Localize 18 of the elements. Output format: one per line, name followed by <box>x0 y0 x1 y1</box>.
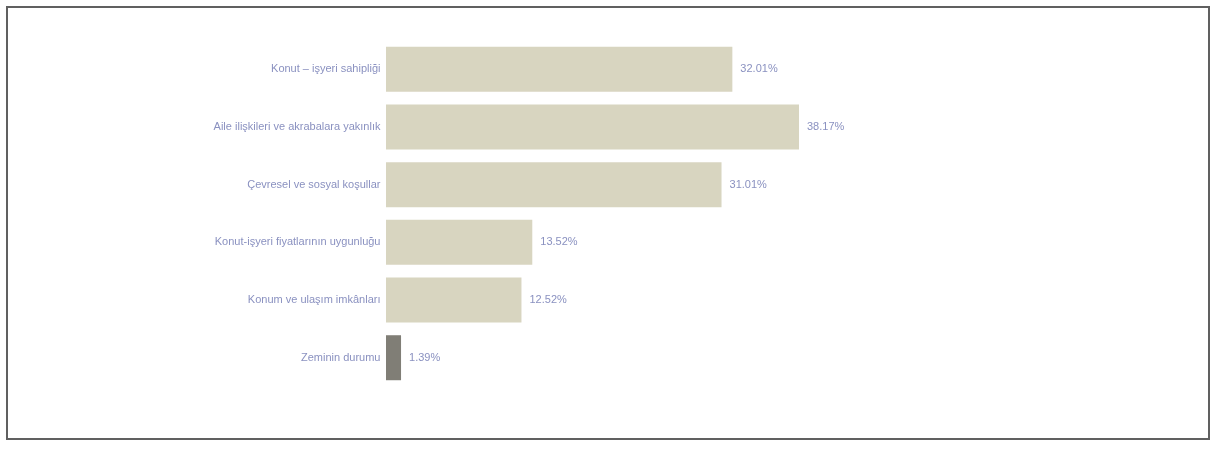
data-label: 13.52% <box>540 235 578 248</box>
y-tick-label: Zeminin durumu <box>301 350 381 363</box>
bar <box>386 219 533 265</box>
y-tick-label: Konut-işyeri fiyatlarının uygunluğu <box>214 235 381 248</box>
bar <box>386 162 722 208</box>
y-tick-label: Aile ilişkileri ve akrabalara yakınlık <box>213 119 381 132</box>
data-label: 32.01% <box>740 62 778 75</box>
data-label: 31.01% <box>729 177 768 190</box>
data-label: 38.17% <box>807 119 845 132</box>
bar <box>386 104 799 150</box>
data-label: 1.39% <box>409 350 441 363</box>
bar <box>386 46 733 92</box>
y-tick-label: Konut – işyeri sahipliği <box>271 62 381 75</box>
y-tick-label: Konum ve ulaşım imkânları <box>247 293 381 306</box>
y-tick-label: Çevresel ve sosyal koşullar <box>247 177 381 190</box>
data-label: 12.52% <box>529 293 567 306</box>
bar <box>386 277 522 323</box>
bar <box>386 335 402 381</box>
